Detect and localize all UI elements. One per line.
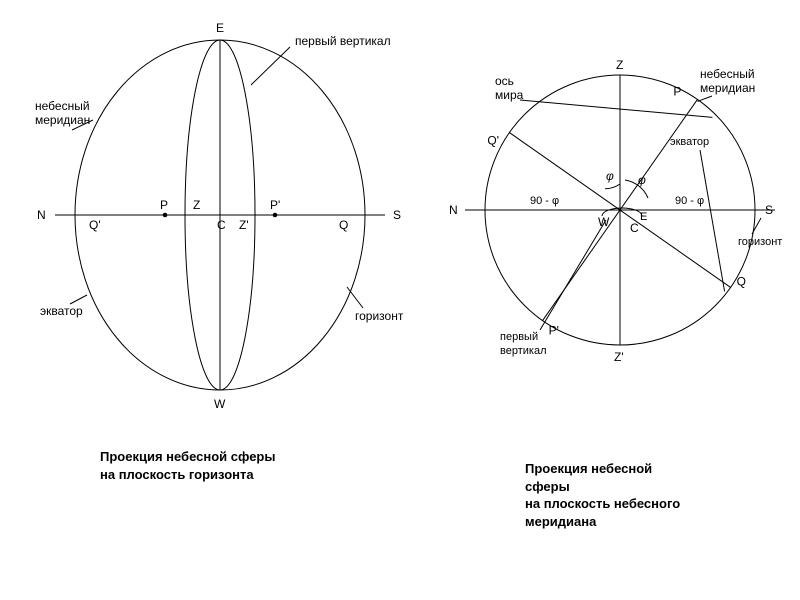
left-callout-horizon: горизонт [355,309,404,323]
right-leader-horizon [752,218,761,234]
right-label-Z: Z [616,58,623,72]
left-label-Q: Q [339,218,348,232]
right-label-E: E [640,211,647,223]
left-label-Z: Z [193,198,200,212]
right-leader-vertical [540,220,606,330]
left-label-E: E [216,21,224,35]
right-label-Zp: Z' [614,350,624,364]
right-label-N: N [449,203,458,217]
right-callout-equator: экватор [670,136,709,148]
right-label-P: P [673,84,681,98]
right-callout-vertical: первый [500,331,538,343]
left-label-Pp: P' [270,198,280,212]
left-label-Qp: Q' [89,218,101,232]
right-callout-horizon: горизонт [738,236,782,248]
left-caption-1: Проекция небесной сферы [100,448,360,466]
left-label-C: C [217,218,226,232]
left-label-S: S [393,208,401,222]
right-label-W: W [598,215,610,229]
right-caption-3: на плоскость небесного [525,495,765,513]
right-phi-arc-1 [605,184,620,189]
right-callout-axis: мира [495,88,524,102]
right-label-Q: Q [737,274,746,288]
left-leader-equator [70,295,87,304]
right-caption-2: сферы [525,478,765,496]
right-callout-vertical: вертикал [500,345,547,357]
left-label-N: N [37,208,46,222]
left-callout-meridian-1: небесный [35,99,90,113]
right-callout-meridian: небесный [700,67,755,81]
left-label-P: P [160,198,168,212]
right-90phi-right: 90 - φ [675,195,704,207]
right-caption-1: Проекция небесной [525,460,765,478]
left-callout-equator: экватор [40,304,83,318]
right-callout-axis: ось [495,74,514,88]
left-leader-vertical [251,47,290,85]
right-callout-meridian: меридиан [700,81,755,95]
left-caption-2: на плоскость горизонта [100,466,360,484]
left-label-W: W [214,397,226,411]
right-phi-2: φ [638,173,646,187]
right-leader-equator [700,150,725,291]
right-phi-1: φ [606,169,614,183]
right-label-Qp: Q' [487,134,499,148]
left-callout-vertical: первый вертикал [295,34,391,48]
right-90phi-left: 90 - φ [530,195,559,207]
right-label-S: S [765,203,773,217]
left-label-Zp: Z' [239,218,249,232]
right-leader-axis [520,100,712,117]
right-label-C: C [630,221,639,235]
right-caption-4: меридиана [525,513,765,531]
right-label-Pp: P' [549,324,559,338]
right-leader-meridian [697,96,712,101]
left-leader-horizon [347,287,363,308]
